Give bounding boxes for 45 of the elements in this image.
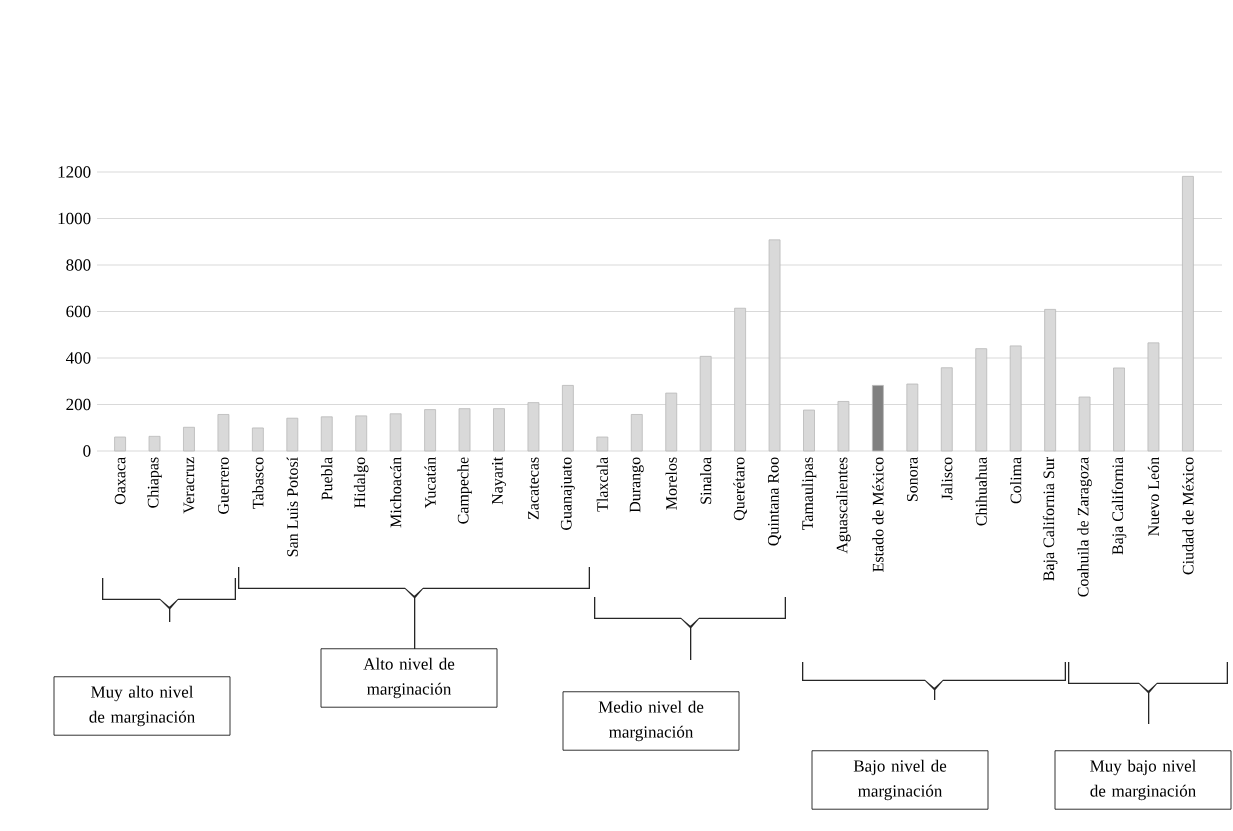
y-tick-label: 1200	[58, 166, 91, 178]
y-tick-label: 1000	[58, 212, 91, 225]
y-tick-label: 400	[65, 352, 91, 364]
x-tick-label: Nuevo León	[1147, 457, 1160, 536]
y-tick-label: 600	[66, 305, 91, 318]
x-tick-label: Veracruz	[183, 457, 195, 514]
text: Muy bajo nivel de marginación	[1090, 759, 1197, 801]
x-tick-label: San Luis Potosí	[286, 457, 298, 557]
x-tick-label: Durango	[629, 457, 644, 513]
x-tick-label: Estado de México	[872, 457, 884, 572]
x-tick-label: Baja California	[1111, 457, 1127, 555]
x-tick-label: Zacatecas	[528, 457, 539, 520]
text: Medio nivel de marginación	[598, 700, 704, 742]
text: Muy alto nivel de marginación	[89, 685, 195, 727]
x-tick-label: Nayarit	[491, 456, 507, 505]
x-tick-label: Coahuila de Zaragoza	[1077, 457, 1092, 597]
x-tick-label: Michoacán	[390, 457, 402, 528]
x-tick-label: Chiapas	[147, 457, 162, 508]
x-tick-label: Hidalgo	[353, 457, 369, 508]
x-tick-label: Puebla	[321, 457, 333, 500]
x-tick-label: Colima	[1010, 457, 1022, 504]
x-tick-label: Tlaxcala	[596, 457, 608, 512]
text: Alto nivel de marginación	[363, 657, 455, 699]
x-tick-label: Querétaro	[733, 457, 747, 521]
x-tick-label: Morelos	[665, 457, 677, 510]
x-tick-label: Jalisco	[941, 457, 953, 501]
x-tick-label: Campeche	[457, 457, 472, 524]
x-tick-label: Ciudad de México	[1182, 457, 1194, 575]
x-tick-label: Tabasco	[252, 457, 264, 509]
text: Bajo nivel de marginación	[853, 759, 947, 801]
x-tick-label: Baja California Sur	[1042, 456, 1058, 581]
x-tick-label: Sonora	[906, 457, 918, 502]
bar	[872, 385, 884, 452]
x-tick-label: Guerrero	[218, 457, 229, 514]
y-tick-label: 200	[66, 398, 91, 411]
x-tick-label: Oaxaca	[114, 457, 126, 505]
x-tick-label: Sinaloa	[700, 457, 712, 504]
x-tick-label: Tamaulipas	[801, 457, 817, 531]
x-tick-label: Guanajuato	[560, 457, 575, 530]
y-tick-label: 0	[83, 445, 91, 457]
y-tick-label: 800	[66, 259, 91, 271]
x-tick-label: Quintana Roo	[767, 457, 782, 546]
x-tick-label: Yucatán	[424, 457, 436, 509]
x-tick-label: Chihuahua	[975, 457, 987, 526]
x-tick-label: Aguascalientes	[836, 457, 851, 554]
